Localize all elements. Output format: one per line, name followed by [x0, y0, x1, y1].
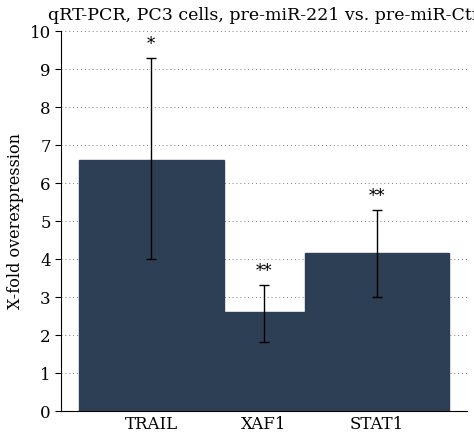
Text: *: * [147, 36, 155, 53]
Y-axis label: X-fold overexpression: X-fold overexpression [7, 133, 24, 309]
Text: **: ** [256, 264, 273, 280]
Bar [79, 160, 224, 411]
Bar [192, 312, 336, 411]
Bar [305, 253, 449, 411]
Text: **: ** [369, 188, 385, 205]
Title: qRT-PCR, PC3 cells, pre-miR-221 vs. pre-miR-Ctr: qRT-PCR, PC3 cells, pre-miR-221 vs. pre-… [48, 7, 474, 24]
